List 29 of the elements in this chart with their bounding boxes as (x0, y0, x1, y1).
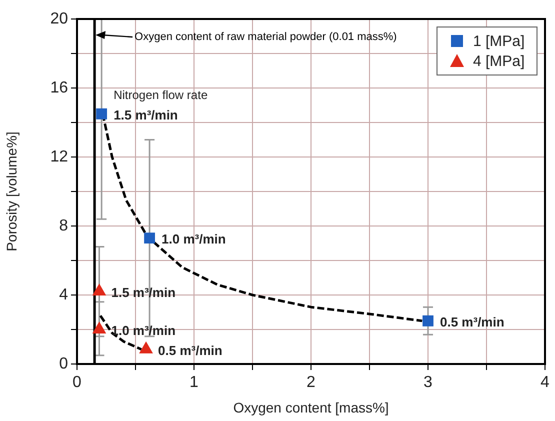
x-tick-label: 3 (424, 374, 433, 392)
x-tick-label: 1 (190, 374, 199, 392)
legend-label: 1 [MPa] (473, 33, 525, 50)
y-tick-label: 4 (59, 286, 68, 304)
point (422, 315, 434, 326)
y-tick-label: 8 (59, 217, 68, 234)
point (92, 322, 106, 334)
x-tick-label: 4 (540, 374, 550, 392)
y-tick-label: 20 (50, 10, 68, 28)
x-tick-label: 0 (72, 374, 82, 392)
point (96, 108, 108, 120)
annotation: 0.5 m³/min (158, 342, 222, 358)
annotation: 1.0 m³/min (111, 323, 176, 338)
annotation: 1.5 m³/min (111, 285, 176, 300)
point (92, 284, 106, 296)
x-axis-title: Oxygen content [mass%] (233, 399, 389, 416)
point (139, 342, 153, 354)
y-axis-title: Porosity [volume%] (3, 132, 20, 252)
legend-label: 4 [MPa] (473, 53, 525, 70)
ref-line-label: Oxygen content of raw material powder (0.01 mass%) (134, 31, 397, 44)
annotation: 1.5 m³/min (114, 107, 178, 122)
x-tick-label: 2 (306, 374, 316, 392)
y-tick-label: 12 (50, 148, 68, 166)
y-tick-label: 16 (50, 79, 68, 96)
annotation: Nitrogen flow rate (114, 88, 208, 102)
y-tick-label: 0 (59, 355, 68, 372)
annotation: 1.0 m³/min (162, 232, 226, 247)
point (144, 232, 155, 244)
annotation: 0.5 m³/min (440, 314, 504, 330)
